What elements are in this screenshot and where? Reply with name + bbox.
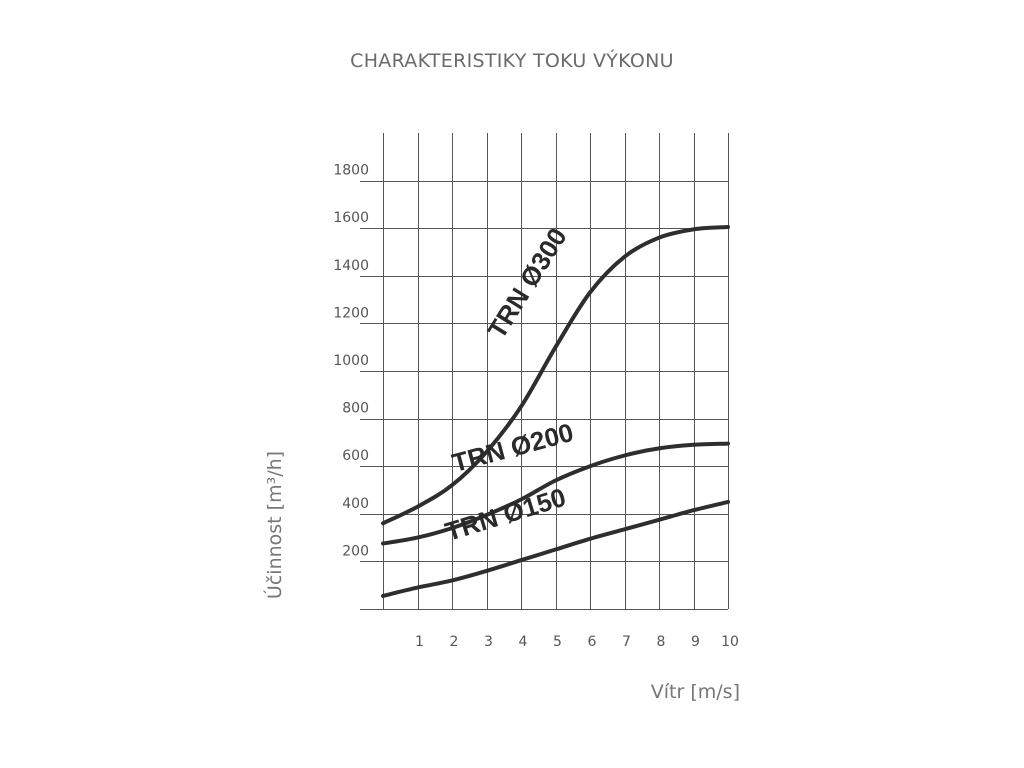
series-line bbox=[381, 441, 730, 546]
x-tick-label: 10 bbox=[721, 634, 739, 650]
series-label: TRN Ø200 bbox=[449, 417, 577, 478]
series-lines bbox=[381, 225, 730, 598]
chart-title: CHARAKTERISTIKY TOKU VÝKONU bbox=[350, 50, 674, 72]
y-tick-label: 800 bbox=[342, 401, 369, 417]
y-tick-label: 1800 bbox=[333, 163, 369, 179]
y-tick-label: 1200 bbox=[333, 305, 369, 321]
x-tick-label: 1 bbox=[415, 634, 424, 650]
y-tick-label: 1000 bbox=[333, 353, 369, 369]
series-line bbox=[381, 225, 730, 526]
x-tick-label: 4 bbox=[519, 634, 528, 650]
x-tick-label: 3 bbox=[484, 634, 493, 650]
y-axis-label: Účinnost [m³/h] bbox=[262, 451, 286, 599]
x-tick-label: 8 bbox=[657, 634, 666, 650]
x-tick-label: 2 bbox=[450, 634, 459, 650]
grid bbox=[360, 133, 729, 610]
series-line bbox=[381, 499, 730, 598]
y-axis-ticks: 200 400 600 800 1000 1200 1400 1600 1800 bbox=[333, 163, 369, 560]
series-label: TRN Ø150 bbox=[442, 482, 570, 547]
x-tick-label: 6 bbox=[588, 634, 597, 650]
x-tick-label: 9 bbox=[691, 634, 700, 650]
x-tick-label: 7 bbox=[622, 634, 631, 650]
y-tick-label: 1600 bbox=[333, 210, 369, 226]
series-label: TRN Ø300 bbox=[482, 222, 573, 343]
y-tick-label: 400 bbox=[342, 496, 369, 512]
x-tick-label: 5 bbox=[553, 634, 562, 650]
y-tick-label: 600 bbox=[342, 448, 369, 464]
y-tick-label: 1400 bbox=[333, 258, 369, 274]
y-tick-label: 200 bbox=[342, 543, 369, 559]
x-axis-ticks: 1 2 3 4 5 6 7 8 9 10 bbox=[415, 634, 739, 650]
x-axis-label: Vítr [m/s] bbox=[651, 681, 740, 703]
